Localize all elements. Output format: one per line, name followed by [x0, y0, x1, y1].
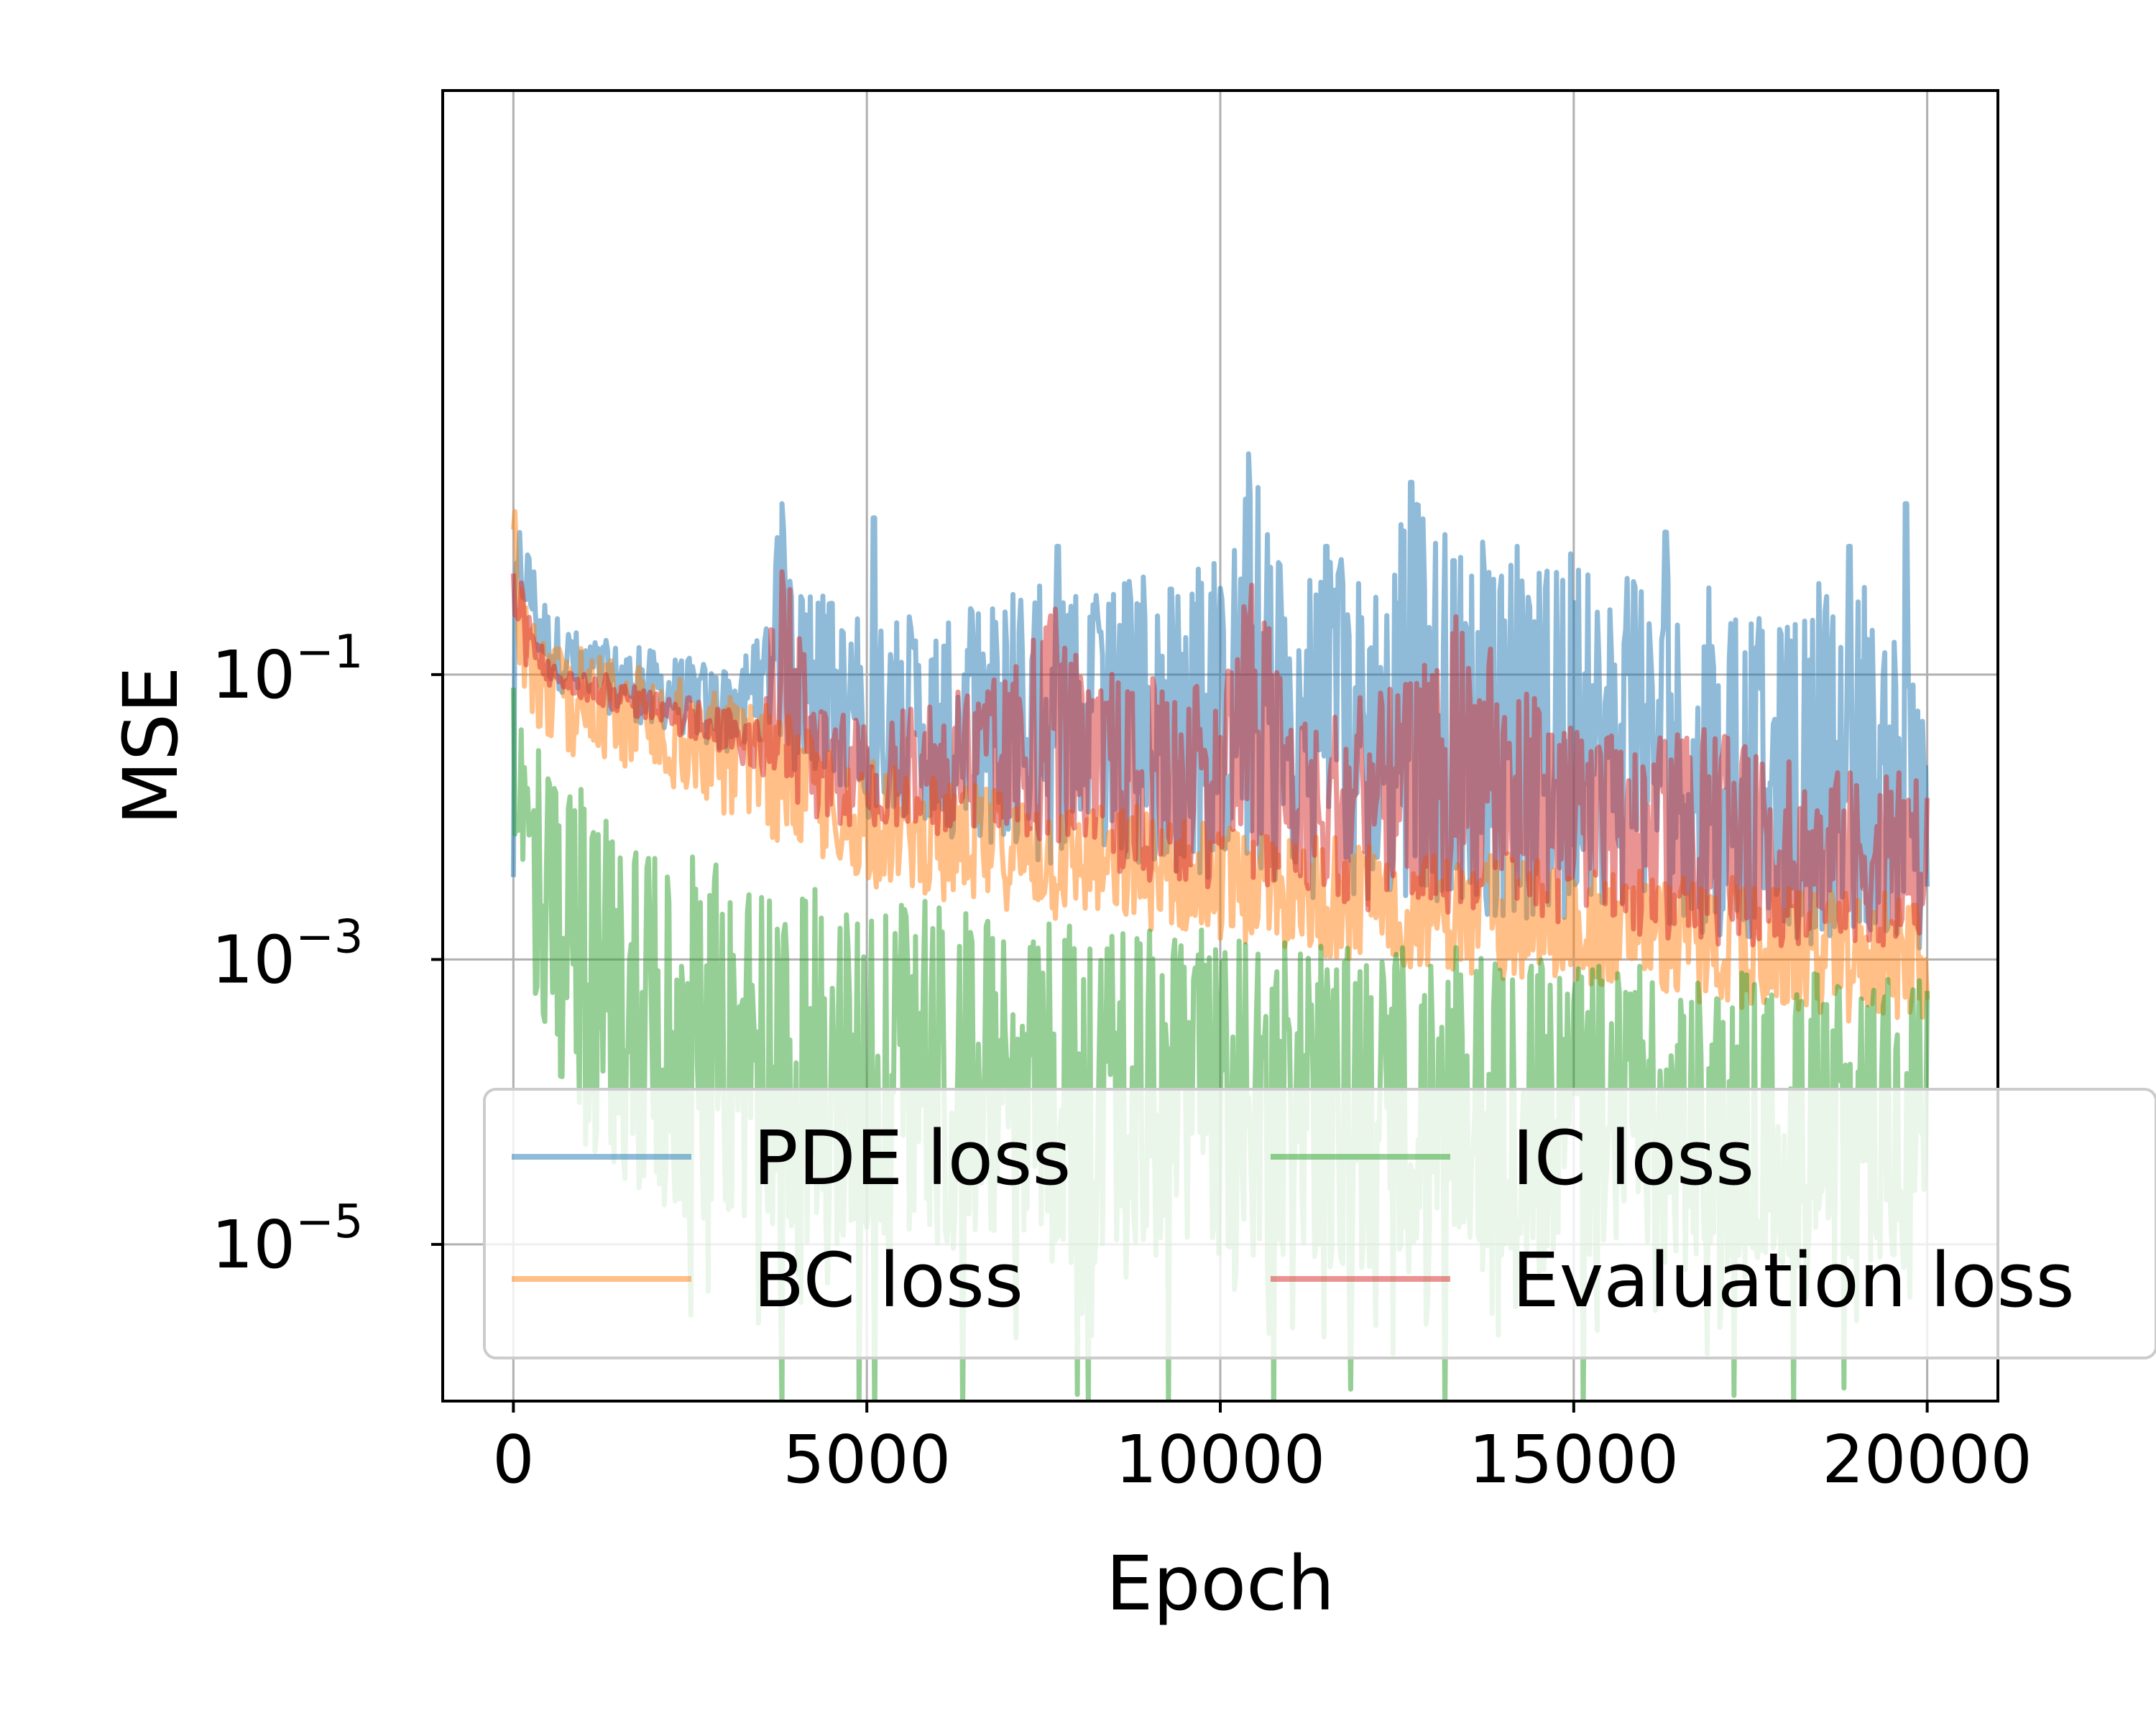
series-layer: [510, 451, 1930, 1401]
y-tick-base: 10: [211, 637, 295, 713]
legend: PDE loss IC loss BC loss Evaluation loss: [483, 1088, 2156, 1359]
y-axis-label: MSE: [107, 666, 195, 825]
y-tick-label: 10−5: [211, 1196, 363, 1283]
y-tick-base: 10: [211, 921, 295, 998]
y-tick-exponent: −5: [295, 1196, 363, 1249]
series-line-evaluation-loss: [510, 569, 1930, 948]
x-tick-label: 0: [492, 1421, 535, 1498]
legend-label: BC loss: [753, 1237, 1023, 1324]
legend-label: IC loss: [1512, 1114, 1754, 1202]
x-tick-label: 20000: [1822, 1421, 2032, 1498]
legend-box: [483, 1088, 2156, 1359]
x-tick-label: 5000: [783, 1421, 951, 1498]
y-tick-exponent: −3: [295, 910, 363, 964]
y-tick-label: 10−1: [211, 626, 363, 713]
x-axis-label: Epoch: [1106, 1540, 1335, 1627]
legend-label: Evaluation loss: [1512, 1237, 2075, 1324]
x-tick-label: 10000: [1115, 1421, 1326, 1498]
y-tick-base: 10: [211, 1206, 295, 1283]
y-tick-label: 10−3: [211, 910, 363, 998]
y-tick-exponent: −1: [295, 626, 363, 679]
legend-label: PDE loss: [753, 1114, 1071, 1202]
x-tick-label: 15000: [1468, 1421, 1679, 1498]
